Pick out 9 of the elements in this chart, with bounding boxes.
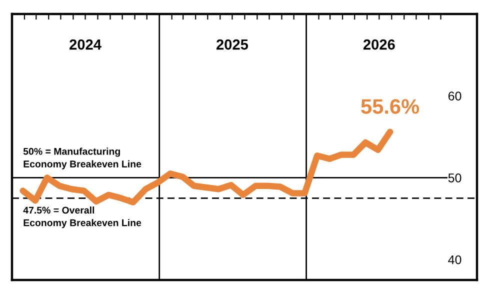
ref-line-label: 47.5% = Overall Economy Breakeven Line — [23, 206, 142, 228]
y-tick-label: 40 — [448, 255, 462, 264]
x-tick-label: 2024 — [70, 39, 102, 50]
x-tick-label: 2026 — [363, 39, 395, 50]
ref-line-label: 50% = Manufacturing Economy Breakeven Line — [23, 148, 142, 170]
data-label: 55.6% — [361, 99, 420, 114]
y-tick-label: 50 — [448, 173, 462, 182]
x-tick-label: 2025 — [216, 39, 248, 50]
y-tick-label: 60 — [448, 92, 462, 100]
